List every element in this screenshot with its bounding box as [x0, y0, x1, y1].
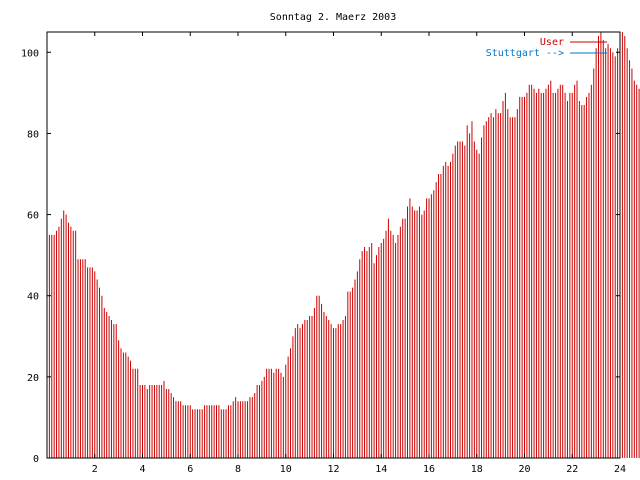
chart-title: Sonntag 2. Maerz 2003 — [270, 12, 396, 23]
y-axis-ticks: 0 20 40 60 80 100 — [21, 48, 620, 465]
x-tick-label: 16 — [423, 464, 435, 475]
x-tick-label: 4 — [139, 464, 145, 475]
x-tick-label: 14 — [375, 464, 387, 475]
y-tick-label: 100 — [21, 48, 39, 59]
x-axis-ticks: 2 4 6 8 10 12 14 16 18 20 22 24 — [92, 32, 626, 475]
bars-group — [46, 32, 640, 458]
y-tick-label: 80 — [27, 129, 39, 140]
legend: User Stuttgart --> — [486, 37, 607, 59]
y-tick-label: 40 — [27, 292, 39, 303]
y-tick-label: 20 — [27, 373, 39, 384]
x-tick-label: 6 — [187, 464, 193, 475]
legend-label-stuttgart: Stuttgart --> — [486, 48, 564, 59]
x-tick-label: 24 — [614, 464, 626, 475]
x-tick-label: 18 — [471, 464, 483, 475]
x-tick-label: 20 — [518, 464, 530, 475]
x-tick-label: 10 — [280, 464, 292, 475]
y-tick-label: 0 — [33, 454, 39, 465]
x-tick-label: 22 — [566, 464, 578, 475]
legend-label-user: User — [540, 37, 564, 48]
x-tick-label: 8 — [235, 464, 241, 475]
y-tick-label: 60 — [27, 211, 39, 222]
x-tick-label: 12 — [327, 464, 339, 475]
x-tick-label: 2 — [92, 464, 98, 475]
